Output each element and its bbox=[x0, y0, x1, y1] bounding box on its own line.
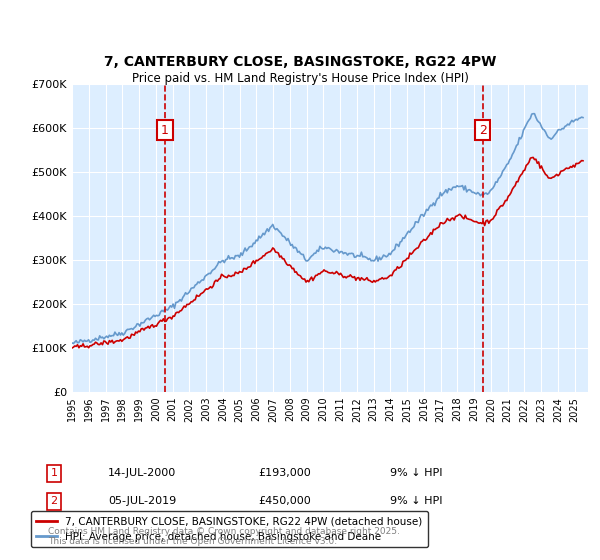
Text: 1: 1 bbox=[161, 124, 169, 137]
Text: Contains HM Land Registry data © Crown copyright and database right 2025.
This d: Contains HM Land Registry data © Crown c… bbox=[48, 526, 400, 546]
Text: 14-JUL-2000: 14-JUL-2000 bbox=[108, 468, 176, 478]
Text: 2: 2 bbox=[50, 496, 58, 506]
Text: 9% ↓ HPI: 9% ↓ HPI bbox=[390, 468, 443, 478]
Text: 2: 2 bbox=[479, 124, 487, 137]
Text: Price paid vs. HM Land Registry's House Price Index (HPI): Price paid vs. HM Land Registry's House … bbox=[131, 72, 469, 85]
Text: 7, CANTERBURY CLOSE, BASINGSTOKE, RG22 4PW: 7, CANTERBURY CLOSE, BASINGSTOKE, RG22 4… bbox=[104, 54, 496, 68]
Text: 1: 1 bbox=[50, 468, 58, 478]
Text: 9% ↓ HPI: 9% ↓ HPI bbox=[390, 496, 443, 506]
Text: 05-JUL-2019: 05-JUL-2019 bbox=[108, 496, 176, 506]
Text: £193,000: £193,000 bbox=[258, 468, 311, 478]
Legend: 7, CANTERBURY CLOSE, BASINGSTOKE, RG22 4PW (detached house), HPI: Average price,: 7, CANTERBURY CLOSE, BASINGSTOKE, RG22 4… bbox=[31, 511, 428, 547]
Text: £450,000: £450,000 bbox=[258, 496, 311, 506]
